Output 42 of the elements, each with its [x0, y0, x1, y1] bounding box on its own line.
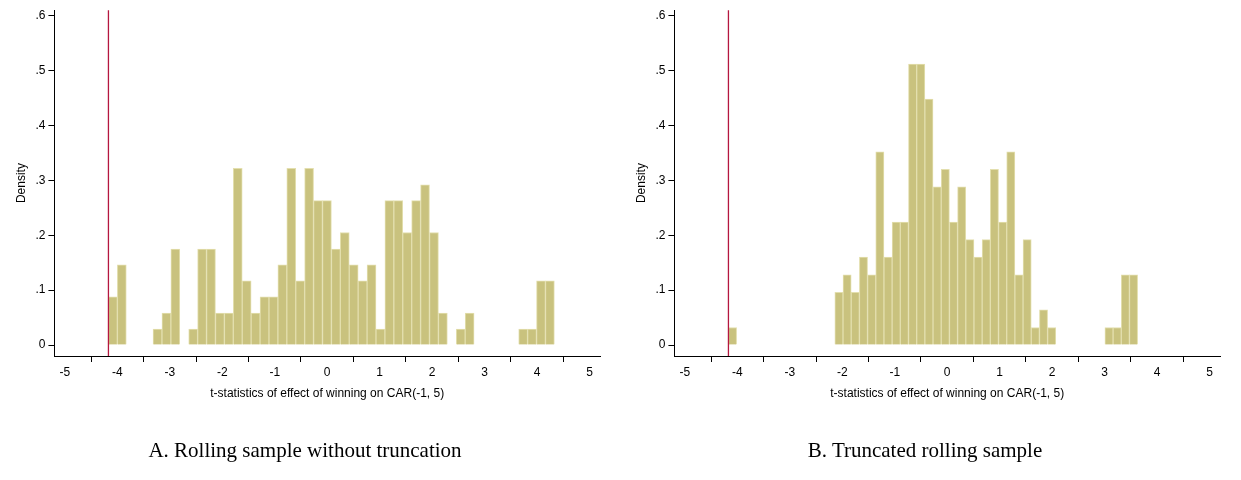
x-tick-label: 2 — [428, 364, 436, 379]
y-tick-label: .6 — [35, 8, 46, 22]
x-tick-label: -3 — [784, 364, 796, 379]
x-tick-label: -5 — [679, 364, 691, 379]
x-tick-label: -4 — [112, 364, 124, 379]
x-tick-label: 4 — [533, 364, 541, 379]
y-tick-label: .5 — [35, 62, 46, 77]
x-axis-title: t-statistics of effect of winning on CAR(-1, 5) — [210, 385, 445, 400]
x-tick-label: 0 — [323, 364, 331, 379]
y-tick-label: .1 — [35, 282, 46, 297]
y-tick-label: 0 — [658, 337, 666, 352]
x-tick-label: 5 — [586, 364, 594, 379]
x-axis-title: t-statistics of effect of winning on CAR(-1, 5) — [830, 385, 1065, 400]
y-tick-label: .1 — [655, 282, 666, 297]
text: A. Rolling sample without truncation — [148, 437, 463, 462]
y-tick-label: .3 — [35, 172, 46, 187]
x-tick-label: 1 — [996, 364, 1004, 379]
x-tick-label: -1 — [889, 364, 901, 379]
x-tick-label: -3 — [164, 364, 176, 379]
x-tick-label: -4 — [732, 364, 744, 379]
x-tick-label: 2 — [1048, 364, 1056, 379]
y-tick-label: .4 — [35, 117, 46, 132]
x-tick-label: 0 — [943, 364, 951, 379]
y-tick-label: .5 — [655, 62, 666, 77]
y-tick-label: .6 — [655, 8, 666, 22]
x-tick-label: 1 — [376, 364, 384, 379]
y-tick-label: .3 — [655, 172, 666, 187]
text: B. Truncated rolling sample — [807, 437, 1043, 462]
y-axis-title: Density — [13, 163, 28, 204]
x-tick-label: -1 — [269, 364, 281, 379]
x-tick-label: -5 — [59, 364, 71, 379]
y-tick-label: .2 — [35, 227, 46, 242]
x-tick-label: 3 — [1101, 364, 1109, 379]
x-tick-label: 4 — [1153, 364, 1161, 379]
y-tick-label: .2 — [655, 227, 666, 242]
y-tick-label: 0 — [38, 337, 46, 352]
x-tick-label: 5 — [1206, 364, 1214, 379]
x-tick-label: -2 — [836, 364, 848, 379]
y-tick-label: .4 — [655, 117, 666, 132]
x-tick-label: -2 — [216, 364, 228, 379]
y-axis-title: Density — [633, 163, 648, 204]
x-tick-label: 3 — [481, 364, 489, 379]
